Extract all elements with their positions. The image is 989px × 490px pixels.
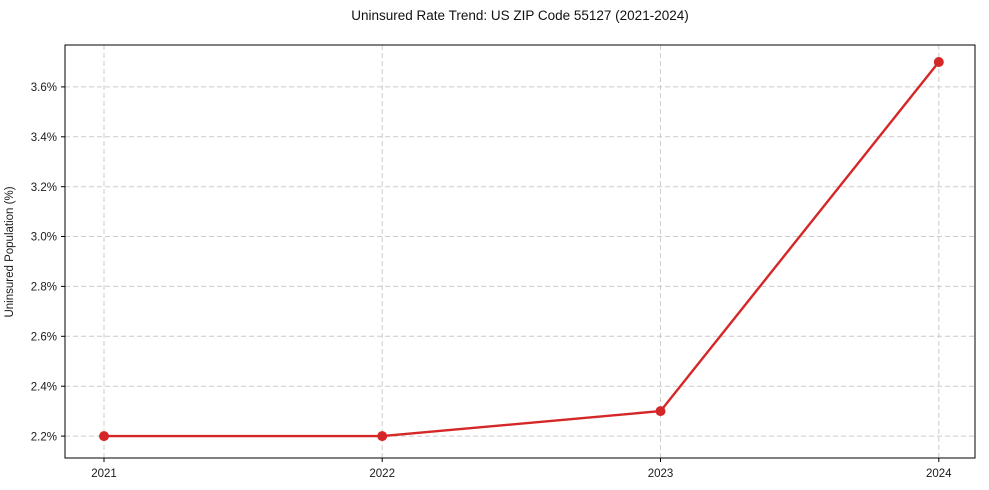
- y-tick-label: 2.8%: [31, 282, 57, 294]
- chart-title: Uninsured Rate Trend: US ZIP Code 55127 …: [351, 8, 688, 23]
- plot-border: [64, 44, 976, 459]
- x-tick-label: 2022: [369, 468, 395, 480]
- data-point: [99, 431, 109, 442]
- y-tick-label: 3.4%: [31, 132, 57, 144]
- y-tick-label: 2.2%: [31, 431, 57, 443]
- trend-line: [102, 60, 940, 438]
- x-tick-label: 2024: [926, 468, 952, 480]
- y-tick-label: 3.2%: [31, 182, 57, 194]
- x-tick-label: 2021: [91, 468, 117, 480]
- y-tick-label: 3.0%: [31, 232, 57, 244]
- y-tick-label: 2.4%: [31, 381, 57, 393]
- data-point: [933, 57, 944, 67]
- plot-area: 2.2% 2.4% 2.6% 2.8% 3.0% 3.2% 3.4% 3.6% 2021 2022…: [31, 44, 976, 480]
- y-axis-label: Uninsured Population (%): [4, 186, 16, 317]
- data-point: [377, 431, 388, 442]
- x-tick-label: 2023: [648, 468, 674, 480]
- data-point: [655, 406, 666, 417]
- y-tick-label: 3.6%: [31, 82, 57, 94]
- y-tick-label: 2.6%: [31, 332, 57, 344]
